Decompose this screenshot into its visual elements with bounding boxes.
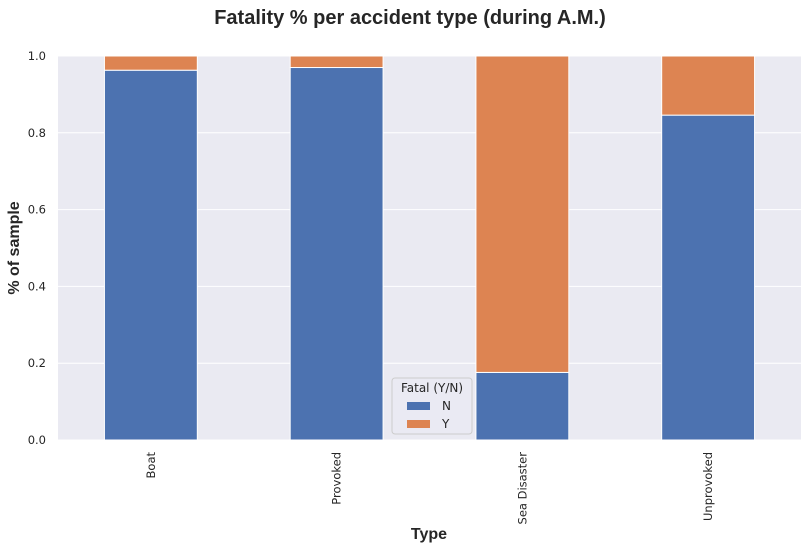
bar-y-unprovoked [661, 55, 756, 116]
x-tick-label: Provoked [330, 452, 344, 505]
x-tick-label: Sea Disaster [515, 452, 529, 525]
x-axis-label: Type [411, 526, 447, 543]
bars [103, 55, 756, 441]
chart-title: Fatality % per accident type (during A.M… [214, 7, 606, 29]
x-tick-label: Unprovoked [701, 452, 715, 521]
y-tick-label: 0.6 [28, 203, 46, 217]
bar-n-boat [103, 69, 198, 441]
bar-n-sea-disaster [475, 371, 570, 441]
bar-n-provoked [289, 67, 384, 441]
bar-y-sea-disaster [475, 55, 570, 373]
y-tick-label: 0.0 [28, 433, 46, 447]
x-tick-labels: Boat Provoked Sea Disaster Unprovoked [144, 452, 715, 525]
y-tick-label: 1.0 [28, 49, 46, 63]
y-tick-label: 0.2 [28, 356, 46, 370]
legend-swatch-n [407, 402, 430, 410]
legend-label-y: Y [441, 417, 450, 431]
bar-y-boat [103, 55, 198, 71]
x-tick-label: Boat [144, 452, 158, 479]
legend-label-n: N [442, 399, 451, 413]
bar-n-unprovoked [661, 114, 756, 441]
y-tick-labels: 0.0 0.2 0.4 0.6 0.8 1.0 [28, 49, 46, 447]
y-tick-label: 0.4 [28, 279, 46, 293]
legend-title: Fatal (Y/N) [401, 381, 463, 395]
bar-y-provoked [289, 55, 384, 69]
y-tick-label: 0.8 [28, 126, 46, 140]
legend: Fatal (Y/N) N Y [391, 377, 473, 435]
legend-swatch-y [407, 420, 430, 428]
y-axis-label: % of sample [6, 201, 23, 294]
